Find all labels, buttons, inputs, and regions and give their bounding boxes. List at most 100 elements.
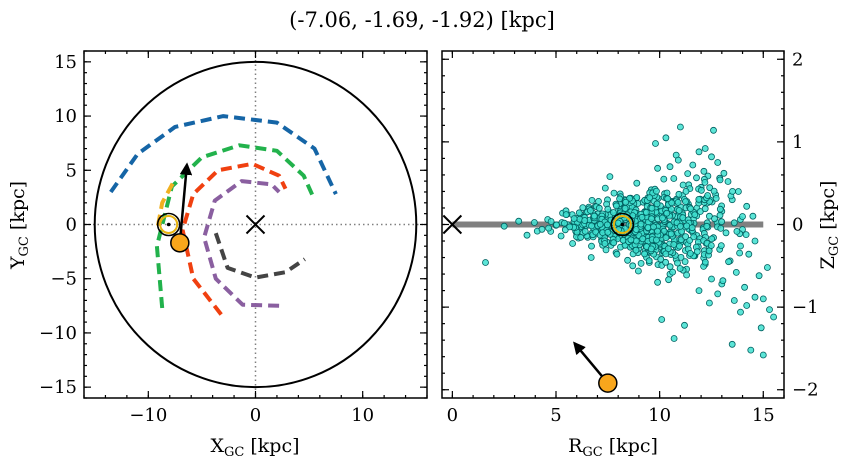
star-point bbox=[581, 217, 589, 224]
left-velocity-arrow bbox=[178, 162, 193, 243]
star-scatter bbox=[482, 123, 777, 359]
star-point bbox=[706, 299, 713, 307]
right-x-tick-label: 0 bbox=[447, 405, 458, 426]
left-sun-dot bbox=[166, 222, 171, 227]
left-x-tick-label: −10 bbox=[129, 405, 167, 426]
star-point bbox=[730, 297, 738, 304]
star-point bbox=[587, 207, 594, 214]
star-point bbox=[708, 153, 715, 161]
star-point bbox=[616, 195, 623, 203]
star-point bbox=[737, 308, 744, 316]
star-point bbox=[670, 335, 678, 342]
star-point bbox=[711, 215, 718, 223]
left-y-tick-label: −15 bbox=[39, 377, 77, 398]
star-point bbox=[716, 205, 724, 213]
star-point bbox=[751, 237, 759, 245]
star-point bbox=[662, 234, 670, 242]
star-point bbox=[604, 221, 611, 229]
star-point bbox=[566, 223, 574, 231]
star-point bbox=[633, 194, 641, 201]
star-point bbox=[662, 134, 670, 142]
star-point bbox=[650, 223, 657, 231]
star-point bbox=[724, 178, 732, 185]
star-point bbox=[581, 227, 589, 235]
star-point bbox=[687, 205, 694, 213]
right-x-tick-label: 10 bbox=[648, 405, 671, 426]
spiral-arms bbox=[109, 114, 338, 316]
left-x-tick-label: 10 bbox=[351, 405, 374, 426]
star-point bbox=[682, 233, 689, 241]
star-point bbox=[588, 222, 595, 230]
left-sun-marker bbox=[156, 212, 181, 237]
spiral-arm-6 bbox=[213, 232, 306, 280]
right-x-tick-label: 15 bbox=[752, 405, 775, 426]
star-point bbox=[710, 126, 717, 134]
star-point bbox=[595, 197, 602, 205]
left-object-marker bbox=[170, 233, 190, 253]
star-point bbox=[695, 148, 703, 156]
star-point bbox=[681, 321, 688, 329]
star-point bbox=[683, 271, 690, 279]
star-point bbox=[613, 250, 621, 258]
star-point bbox=[667, 230, 675, 238]
star-point bbox=[610, 189, 618, 197]
star-point bbox=[703, 222, 711, 230]
star-point bbox=[719, 277, 727, 285]
star-point bbox=[632, 226, 640, 233]
star-point bbox=[742, 231, 750, 239]
star-point bbox=[654, 278, 661, 286]
spiral-arm-4 bbox=[180, 161, 288, 316]
right-sun-outer-ring bbox=[610, 212, 635, 237]
star-point bbox=[701, 258, 709, 266]
star-point bbox=[601, 240, 609, 247]
star-point bbox=[644, 224, 652, 231]
right-y-axis-label: ZGC [kpc] bbox=[817, 181, 842, 270]
star-point bbox=[701, 178, 709, 186]
spiral-arm-5 bbox=[202, 179, 281, 308]
star-point bbox=[500, 222, 508, 230]
star-point bbox=[708, 275, 715, 283]
star-point bbox=[730, 219, 738, 227]
star-point bbox=[676, 265, 684, 272]
star-point bbox=[684, 170, 692, 178]
left-y-tick-label: 5 bbox=[66, 160, 77, 181]
star-point bbox=[659, 214, 666, 222]
star-point bbox=[662, 250, 670, 258]
star-point bbox=[515, 217, 523, 225]
star-point bbox=[670, 241, 678, 248]
star-point bbox=[531, 219, 538, 226]
star-point bbox=[637, 259, 645, 267]
star-point bbox=[682, 198, 689, 206]
star-point bbox=[665, 276, 672, 284]
star-point bbox=[732, 268, 740, 276]
star-point bbox=[674, 198, 682, 206]
star-point bbox=[666, 163, 674, 171]
star-point bbox=[701, 205, 709, 213]
star-point bbox=[670, 175, 678, 182]
left-y-tick-label: 10 bbox=[54, 106, 77, 127]
star-point bbox=[610, 209, 617, 216]
right-ticks: 0 5 10 15 −2 −1 0 1 2 bbox=[442, 49, 819, 426]
star-point bbox=[653, 187, 660, 195]
star-point bbox=[604, 205, 612, 213]
star-point bbox=[737, 242, 744, 250]
star-point bbox=[538, 225, 546, 233]
left-y-axis-label: YGC [kpc] bbox=[7, 181, 32, 270]
star-point bbox=[717, 224, 725, 232]
star-point bbox=[675, 190, 683, 198]
star-point bbox=[561, 219, 568, 227]
star-point bbox=[610, 239, 618, 247]
star-point bbox=[657, 255, 665, 263]
star-point bbox=[664, 195, 672, 203]
star-point bbox=[627, 236, 635, 244]
left-ticks: −10 0 10 −15 −10 −5 0 5 10 15 bbox=[39, 50, 428, 426]
right-x-tick-label: 5 bbox=[550, 405, 561, 426]
star-point bbox=[682, 187, 690, 195]
star-point bbox=[677, 222, 684, 230]
star-point bbox=[766, 306, 773, 314]
star-point bbox=[710, 187, 718, 195]
star-point bbox=[613, 202, 620, 210]
star-point bbox=[759, 295, 767, 303]
star-point bbox=[641, 250, 648, 258]
